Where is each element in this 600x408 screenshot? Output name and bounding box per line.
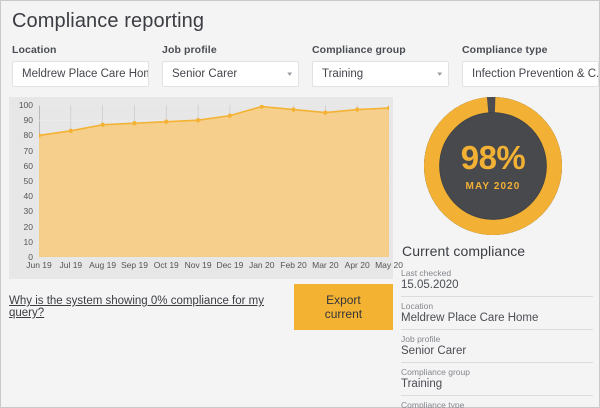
detail-value: Senior Carer — [401, 345, 467, 357]
chart-x-tick: Aug 19 — [89, 260, 117, 270]
chart-x-tick: Feb 20 — [280, 260, 307, 270]
detail-label: Compliance group — [401, 367, 470, 377]
chart-y-tick: 10 — [23, 236, 33, 247]
chart-y-tick: 30 — [23, 206, 33, 217]
filter-compliance-group: Compliance group Training ▾ — [312, 44, 449, 87]
filter-location-label: Location — [12, 44, 57, 56]
detail-label: Last checked — [401, 268, 452, 278]
help-link[interactable]: Why is the system showing 0% compliance … — [9, 295, 265, 319]
chart-x-tick: Dec 19 — [216, 260, 244, 270]
compliance-trend-chart: 0 10 20 30 40 50 60 70 80 90 100 Jun 19 Jul 19 Aug 1… — [9, 97, 403, 279]
chart-y-axis: 0 10 20 30 40 50 60 70 80 90 100 — [9, 100, 36, 262]
detail-value: 15.05.2020 — [401, 279, 459, 291]
filter-bar: Location Meldrew Place Care Home ▾ Job p… — [1, 33, 599, 87]
compliance-group-select-value: Training — [322, 68, 364, 80]
gauge-donut-icon — [424, 96, 562, 235]
detail-row: Last checked 15.05.2020 — [401, 268, 593, 297]
chart-y-tick: 50 — [23, 176, 33, 186]
chart-x-tick: Sep 19 — [120, 260, 148, 270]
detail-list: Last checked 15.05.2020 Location Meldrew Pl… — [401, 268, 593, 408]
chart-y-tick: 60 — [23, 160, 33, 171]
chart-x-tick: Mar 20 — [312, 260, 339, 270]
chart-y-tick: 80 — [23, 130, 33, 141]
filter-job-profile-label: Job profile — [162, 44, 217, 56]
compliance-summary: 98% MAY 2020 Current compliance Last che… — [393, 96, 593, 408]
detail-row: Compliance group Training — [401, 367, 593, 396]
chart-y-tick: 100 — [18, 100, 33, 110]
chart-x-tick: Jun 19 — [26, 260, 52, 270]
chevron-down-icon: ▾ — [287, 70, 293, 78]
chart-area-series — [39, 105, 389, 257]
filter-job-profile: Job profile Senior Carer ▾ — [162, 44, 299, 87]
detail-label: Location — [401, 301, 434, 311]
chart-y-tick: 70 — [23, 145, 33, 156]
detail-value: Training — [401, 378, 443, 390]
detail-row: Job profile Senior Carer — [401, 334, 593, 363]
detail-row: Location Meldrew Place Care Home — [401, 301, 593, 330]
location-select-value: Meldrew Place Care Home — [22, 68, 149, 80]
chevron-down-icon: ▾ — [437, 70, 443, 78]
gauge-caption: Current compliance — [402, 243, 526, 259]
export-current-button[interactable]: Export current — [293, 284, 393, 330]
job-profile-select[interactable]: Senior Carer ▾ — [162, 61, 299, 87]
job-profile-select-value: Senior Carer — [172, 68, 238, 80]
chart-x-tick: Jul 19 — [59, 260, 83, 270]
chart-x-tick: May 20 — [375, 260, 403, 270]
filter-compliance-type: Compliance type Infection Prevention & C… — [462, 44, 599, 87]
filter-compliance-group-label: Compliance group — [312, 44, 406, 56]
chart-x-tick: Apr 20 — [344, 260, 370, 270]
location-select[interactable]: Meldrew Place Care Home ▾ — [12, 61, 149, 87]
chart-y-tick: 20 — [23, 221, 33, 232]
filter-compliance-type-label: Compliance type — [462, 44, 548, 56]
chart-x-tick: Nov 19 — [184, 260, 212, 270]
detail-label: Compliance type — [401, 400, 465, 408]
filter-location: Location Meldrew Place Care Home ▾ — [12, 44, 149, 87]
chart-y-tick: 40 — [23, 191, 33, 202]
chart-y-tick: 90 — [23, 115, 33, 126]
page-title: Compliance reporting — [12, 10, 205, 32]
chart-x-axis: Jun 19 Jul 19 Aug 19 Sep 19 Oct 19 Nov 19 Dec … — [26, 260, 403, 274]
chart-plot-area — [39, 105, 389, 257]
compliance-gauge: 98% MAY 2020 — [424, 96, 562, 235]
compliance-type-select-value: Infection Prevention & C... — [472, 68, 599, 80]
footer-bar: Why is the system showing 0% compliance … — [9, 284, 393, 330]
chart-y-tick: 0 — [28, 252, 33, 262]
chart-x-tick: Jan 20 — [248, 260, 275, 270]
chart-x-tick: Oct 19 — [153, 260, 179, 270]
detail-value: Meldrew Place Care Home — [401, 312, 539, 324]
detail-label: Job profile — [401, 334, 441, 344]
compliance-group-select[interactable]: Training ▾ — [312, 61, 449, 87]
compliance-type-select[interactable]: Infection Prevention & C... ▾ — [462, 61, 599, 87]
